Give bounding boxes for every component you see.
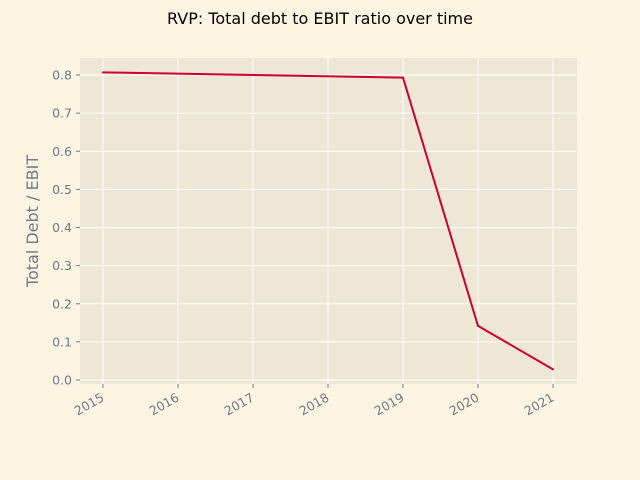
- y-axis-ticks: 0.0 0.1 0.2 0.3 0.4 0.5 0.6 0.7 0.8: [52, 68, 80, 388]
- y-tick-label: 0.3: [52, 258, 72, 273]
- y-tick-label: 0.8: [52, 68, 72, 83]
- y-tick-label: 0.4: [52, 220, 72, 235]
- x-tick-label: 2018: [296, 390, 331, 419]
- series-group: [102, 71, 554, 371]
- y-tick-label: 0.2: [52, 296, 72, 311]
- data-point: [102, 71, 104, 74]
- x-tick-label: 2015: [71, 390, 106, 419]
- series-line: [102, 71, 554, 371]
- y-tick-label: 0.7: [52, 106, 72, 121]
- data-point: [552, 368, 554, 371]
- y-tick-label: 0.1: [52, 334, 72, 349]
- x-tick-label: 2021: [521, 390, 556, 419]
- data-point: [402, 76, 404, 79]
- x-tick-label: 2017: [221, 390, 256, 419]
- data-point: [477, 324, 479, 327]
- x-tick-label: 2016: [146, 390, 181, 419]
- chart-title: RVP: Total debt to EBIT ratio over time: [167, 9, 473, 28]
- grid: [80, 58, 577, 384]
- x-axis-ticks: 2015 2016 2017 2018 2019 2020 2021: [71, 384, 557, 419]
- y-tick-label: 0.0: [52, 373, 72, 388]
- y-axis-label: Total Debt / EBIT: [23, 155, 42, 288]
- y-tick-label: 0.6: [52, 144, 72, 159]
- x-tick-label: 2019: [371, 390, 406, 419]
- x-tick-label: 2020: [446, 390, 481, 419]
- y-tick-label: 0.5: [52, 182, 72, 197]
